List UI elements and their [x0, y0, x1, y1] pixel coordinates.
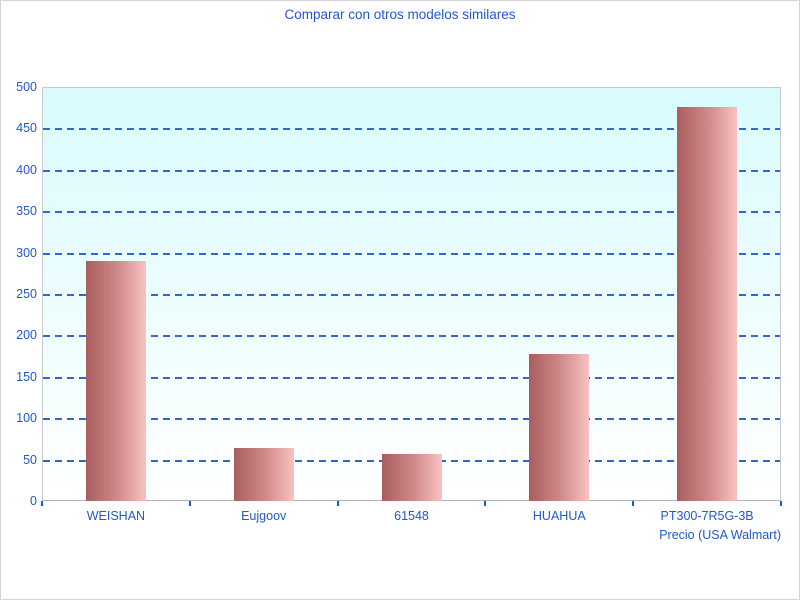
gridline-y-150 — [43, 376, 780, 379]
x-axis-tick — [188, 501, 191, 506]
gridline-y-100 — [43, 418, 780, 421]
chart-title: Comparar con otros modelos similares — [284, 7, 516, 22]
y-axis-tick-label: 350 — [16, 204, 37, 219]
bar-HUAHUA — [529, 353, 590, 501]
bar-61548 — [381, 453, 442, 501]
x-axis-tick-label: 61548 — [394, 507, 429, 526]
x-axis-tick — [41, 501, 43, 506]
category-label: Eujgoov — [241, 509, 287, 523]
category-label: WEISHAN — [86, 509, 146, 523]
bar-Eujgoov — [233, 448, 294, 501]
y-axis-tick-label: 300 — [16, 245, 37, 260]
y-axis-tick-label: 0 — [30, 494, 37, 508]
y-axis-tick-label: 500 — [16, 80, 37, 94]
x-axis-tick — [780, 501, 782, 506]
bar-WEISHAN — [85, 260, 146, 501]
y-axis-tick-label: 450 — [16, 121, 37, 136]
category-label: PT300-7R5G-3B — [660, 509, 754, 523]
y-axis-tick-label: 100 — [16, 411, 37, 426]
x-axis-tick — [632, 501, 635, 506]
x-axis-tick — [336, 501, 339, 506]
category-label: HUAHUA — [532, 509, 586, 523]
gridline-y-250 — [43, 294, 780, 296]
y-axis-tick-label: 50 — [23, 452, 37, 467]
y-axis-tick-label: 150 — [16, 369, 37, 384]
x-axis-tick-label: Eujgoov — [241, 507, 286, 526]
y-axis-tick-label: 200 — [16, 328, 37, 343]
x-axis-tick-label: HUAHUA — [533, 507, 586, 526]
x-axis-tick — [484, 501, 487, 506]
y-axis-tick-label: 250 — [16, 287, 37, 301]
y-axis-tick-label: 400 — [16, 162, 37, 177]
bar-PT300-7R5G-3B — [677, 106, 738, 501]
category-sublabel: Precio (USA Walmart) — [659, 528, 781, 542]
gridline-y-350 — [43, 211, 780, 214]
gridline-y-300 — [43, 252, 780, 255]
gridline-y-200 — [43, 335, 780, 338]
gridline-y-400 — [43, 169, 780, 172]
category-label: 61548 — [394, 509, 429, 523]
plot-area — [42, 87, 781, 501]
gridline-y-450 — [43, 128, 780, 131]
x-axis-tick-label: PT300-7R5G-3B Precio (USA Walmart) — [633, 507, 781, 545]
x-axis-tick-label: WEISHAN — [87, 507, 145, 526]
